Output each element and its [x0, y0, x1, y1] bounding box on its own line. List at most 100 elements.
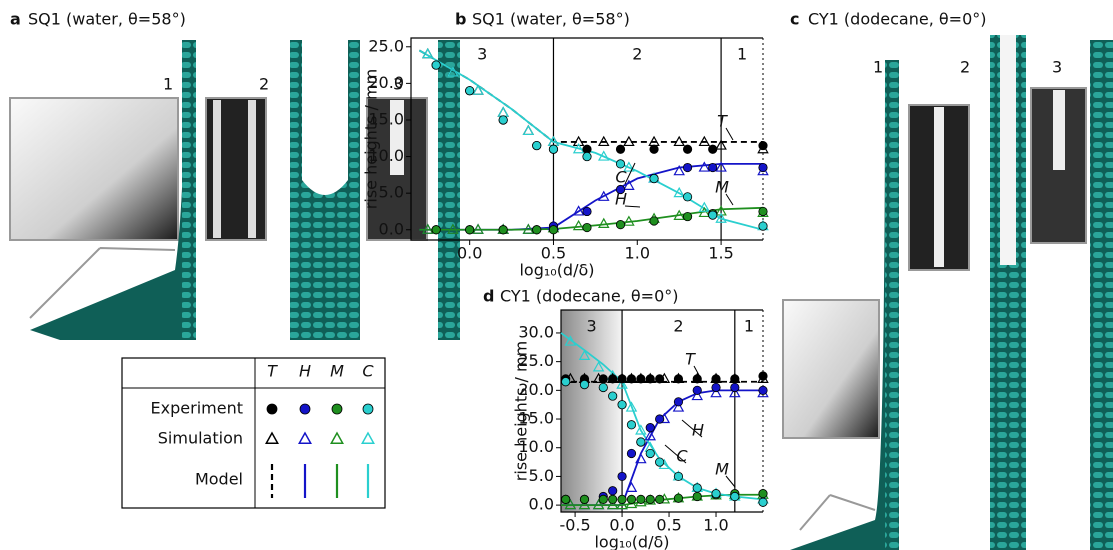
annotation-leader [681, 419, 703, 438]
experiment-point [615, 144, 626, 154]
annotation: M [715, 460, 729, 479]
experiment-point [711, 374, 721, 384]
x-tick-label: -0.5 [559, 516, 590, 535]
experiment-point [673, 471, 684, 482]
legend-column: T [267, 362, 278, 381]
experiment-point [582, 222, 592, 233]
experiment-point [673, 493, 684, 503]
annotation-leader [664, 444, 687, 464]
experiment-point [730, 374, 740, 384]
panel-title: CY1 (dodecane, θ=0°) [808, 10, 987, 29]
experiment-point [692, 374, 702, 384]
annotation-leader [624, 162, 636, 185]
experiment-point [431, 60, 441, 70]
experiment-point [579, 380, 590, 390]
leader [29, 247, 176, 319]
inset-photo [782, 299, 880, 439]
experiment-point [636, 374, 646, 384]
simulation-point [522, 223, 535, 234]
photo-label: 2 [259, 75, 269, 94]
experiment-point [598, 374, 608, 384]
panel-letter: d [483, 287, 494, 306]
panel-letter: b [455, 10, 466, 29]
wall-column [438, 40, 460, 340]
annotation: T [717, 112, 728, 131]
experiment-point [608, 486, 618, 496]
y-tick-label: 20.0 [368, 73, 404, 92]
experiment-point [655, 457, 665, 467]
experiment-point [617, 400, 627, 410]
simulation-point [497, 106, 509, 117]
simulation-point [635, 424, 647, 435]
photo-strip [213, 100, 221, 238]
experiment-point [626, 420, 637, 430]
experiment-point [645, 374, 655, 384]
experiment-point [645, 448, 655, 459]
axis-frame [560, 309, 763, 513]
experiment-point [711, 382, 721, 393]
panel-c: c CY1 (dodecane, θ=0°) 1 2 3 [782, 10, 1113, 550]
simulation-point [592, 361, 605, 372]
simulation-point [698, 161, 711, 172]
simulation-point [623, 161, 635, 172]
simulation-point [497, 106, 509, 117]
experiment-point [582, 206, 592, 217]
annotation: C [615, 168, 627, 187]
panel-letter: a [10, 10, 21, 29]
simulation-point [623, 215, 635, 226]
experiment-point [758, 162, 768, 173]
experiment-point [730, 491, 740, 502]
y-tick-label: 5.0 [529, 466, 554, 485]
annotation-leader [725, 127, 734, 141]
simulation-point [644, 430, 657, 441]
simulation-point [421, 223, 434, 234]
model-line [418, 49, 763, 143]
legend-column: C [362, 362, 374, 381]
simulation-point [715, 139, 727, 150]
channel-gap [302, 40, 348, 195]
wall-column [885, 60, 899, 550]
experiment-point [758, 371, 768, 381]
simulation-point [635, 452, 647, 464]
experiment-point [561, 494, 571, 504]
simulation-point [673, 164, 685, 176]
simulation-point [564, 335, 577, 346]
x-tick-label: 1.0 [703, 516, 728, 535]
simulation-point [578, 349, 591, 361]
photo-strip [390, 100, 404, 175]
experiment-point [708, 162, 718, 173]
experiment-point [708, 210, 718, 220]
annotation: H [615, 190, 627, 209]
simulation-point [597, 150, 610, 161]
experiment-point [465, 225, 475, 235]
simulation-point [606, 498, 619, 510]
photo-strip [934, 107, 944, 267]
simulation-point [672, 401, 685, 412]
experiment-point [579, 494, 590, 504]
simulation-point [715, 161, 727, 172]
experiment-point [617, 374, 627, 384]
simulation-point [698, 201, 711, 212]
annotation: M [715, 178, 729, 197]
photo-strip [1053, 90, 1065, 170]
legend-column: M [330, 362, 344, 381]
photo-label: 2 [960, 58, 970, 77]
simulation-point [597, 135, 610, 147]
simulation-point [447, 223, 459, 234]
simulation-point [597, 190, 610, 201]
experiment-point [758, 497, 768, 507]
experiment-point [548, 225, 559, 235]
experiment-point [498, 225, 508, 235]
simulation-point [710, 386, 722, 398]
leader [799, 494, 876, 531]
experiment-point [598, 494, 608, 504]
simulation-point [472, 223, 484, 234]
legend-marker [362, 403, 374, 415]
experiment-point [626, 494, 637, 504]
annotation-leader [725, 193, 734, 206]
legend-marker [361, 431, 375, 444]
wall-body [30, 40, 195, 340]
simulation-point [698, 206, 711, 218]
simulation-point [673, 186, 685, 198]
